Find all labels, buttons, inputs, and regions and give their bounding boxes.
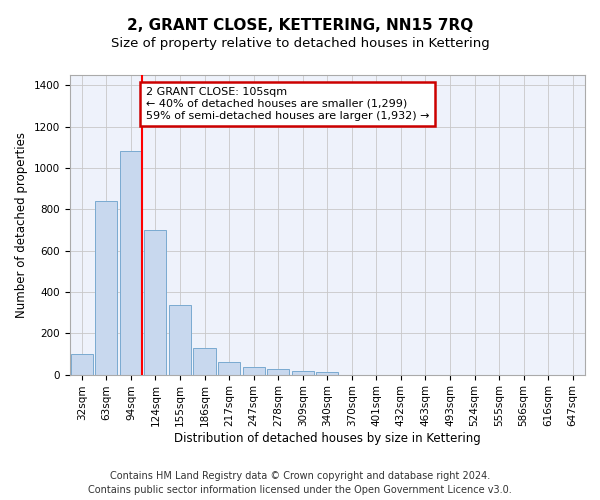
Bar [145, 230, 166, 374]
Bar [193, 348, 215, 374]
Text: 2 GRANT CLOSE: 105sqm
← 40% of detached houses are smaller (1,299)
59% of semi-d: 2 GRANT CLOSE: 105sqm ← 40% of detached … [146, 88, 429, 120]
Bar [218, 362, 240, 374]
Text: 2, GRANT CLOSE, KETTERING, NN15 7RQ: 2, GRANT CLOSE, KETTERING, NN15 7RQ [127, 18, 473, 32]
Bar [95, 201, 118, 374]
Bar [169, 306, 191, 374]
Bar [242, 368, 265, 374]
Y-axis label: Number of detached properties: Number of detached properties [15, 132, 28, 318]
X-axis label: Distribution of detached houses by size in Kettering: Distribution of detached houses by size … [174, 432, 481, 445]
Text: Contains HM Land Registry data © Crown copyright and database right 2024.
Contai: Contains HM Land Registry data © Crown c… [88, 471, 512, 495]
Bar [316, 372, 338, 374]
Bar [292, 371, 314, 374]
Bar [120, 152, 142, 374]
Bar [267, 370, 289, 374]
Text: Size of property relative to detached houses in Kettering: Size of property relative to detached ho… [110, 38, 490, 51]
Bar [71, 354, 93, 374]
